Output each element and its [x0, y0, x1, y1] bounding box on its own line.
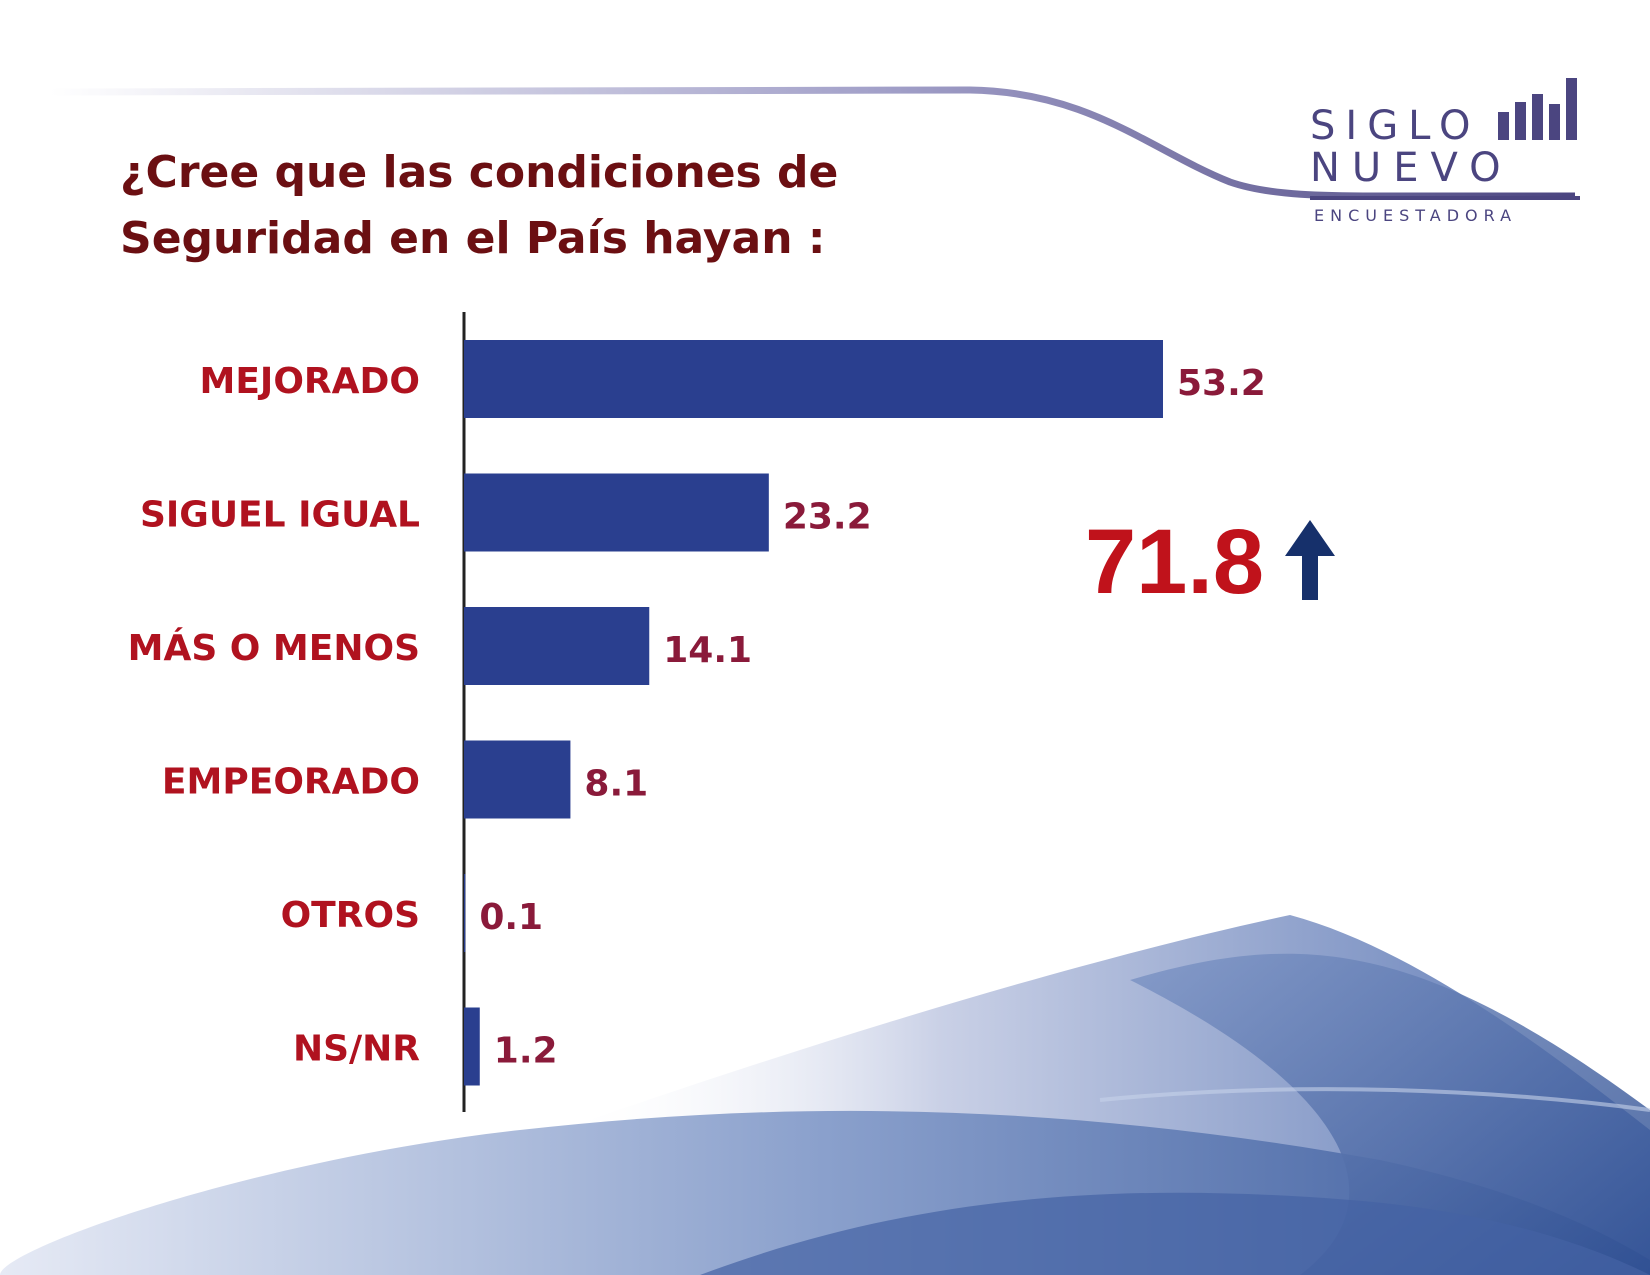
bar [464, 340, 1163, 418]
logo-text-nuevo: NUEVO [1310, 145, 1513, 191]
value-label: 8.1 [584, 764, 648, 805]
value-label: 0.1 [479, 897, 543, 938]
siglo-nuevo-logo: SIGLO NUEVO ENCUESTADORA [1310, 78, 1580, 228]
category-label: EMPEORADO [162, 762, 420, 803]
logo-subtitle: ENCUESTADORA [1314, 206, 1518, 225]
bar [464, 473, 769, 552]
arrow-up-icon [1285, 520, 1335, 600]
logo-rule [1310, 196, 1580, 200]
value-label: 23.2 [783, 497, 872, 538]
value-label: 53.2 [1177, 363, 1266, 404]
bar [464, 874, 466, 952]
value-label: 1.2 [494, 1031, 558, 1072]
logo-text-siglo: SIGLO [1310, 103, 1481, 149]
bar [464, 740, 571, 819]
category-label: OTROS [281, 895, 420, 936]
value-label: 14.1 [663, 630, 752, 671]
bar-chart-icon [1498, 78, 1580, 140]
bar-chart: MEJORADO 53.2 SIGUEL IGUAL 23.2 MÁS O MENOS 1… [128, 312, 1266, 1112]
bar [464, 607, 650, 685]
bar [464, 1007, 480, 1086]
highlight-total: 71.8 [1085, 511, 1265, 613]
chart-title: ¿Cree que las condiciones de Seguridad e… [120, 147, 839, 264]
category-label: MÁS O MENOS [128, 627, 420, 669]
category-label: MEJORADO [200, 361, 420, 402]
category-label: SIGUEL IGUAL [140, 495, 420, 536]
category-label: NS/NR [293, 1029, 420, 1070]
